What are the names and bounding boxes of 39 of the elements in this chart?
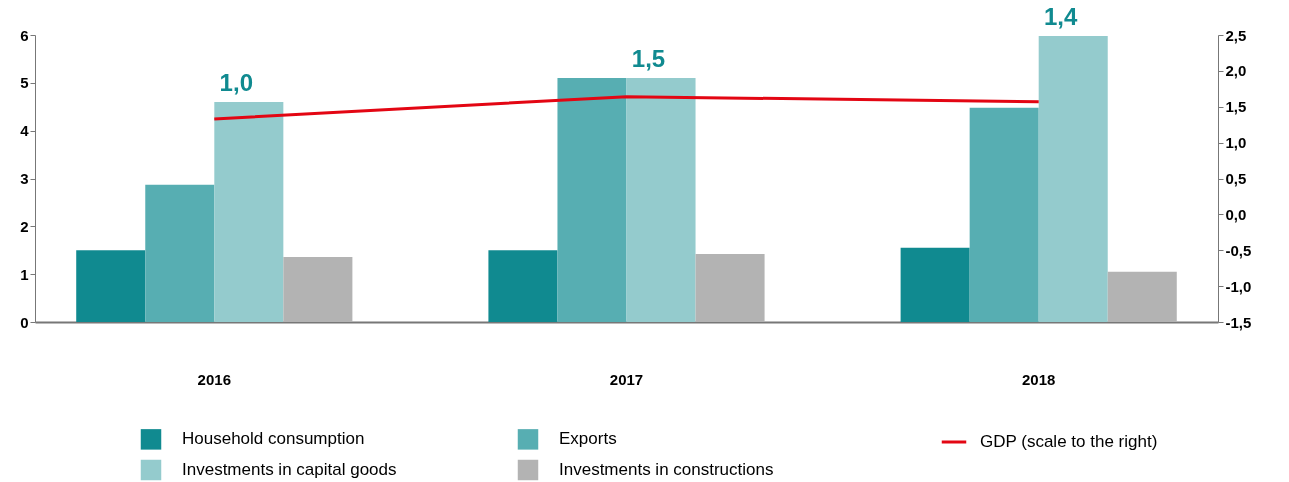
y-tick-label: 5 xyxy=(20,74,29,92)
legend-label: Investments in capital goods xyxy=(182,460,397,479)
bar xyxy=(969,107,1039,322)
y2-tick-label: 0,0 xyxy=(1225,205,1247,223)
y-tick-label: 4 xyxy=(20,122,30,140)
y-tick-label: 1 xyxy=(20,265,29,283)
x-tick-label: 2018 xyxy=(1022,370,1056,388)
x-tick-label: 2017 xyxy=(609,370,644,388)
annotation: 1,4 xyxy=(1044,2,1079,30)
y-tick-label: 3 xyxy=(20,170,29,187)
y2-tick-label: 2,0 xyxy=(1225,62,1247,80)
annotation: 1,0 xyxy=(219,68,253,96)
y2-tick-label: 1,0 xyxy=(1225,134,1247,152)
bar xyxy=(557,78,627,322)
y2-tick-label: -0,5 xyxy=(1225,241,1252,259)
bar xyxy=(900,247,970,322)
bar xyxy=(1107,271,1177,322)
annotation: 1,5 xyxy=(631,45,666,73)
bar xyxy=(488,250,558,322)
legend-label: Investments in constructions xyxy=(559,460,774,479)
y-tick-label: 0 xyxy=(20,313,29,331)
y2-tick-label: 0,5 xyxy=(1225,170,1247,187)
bar xyxy=(76,250,146,322)
y-tick-label: 2 xyxy=(20,217,29,235)
x-tick-label: 2016 xyxy=(197,370,231,388)
y2-tick-label: 2,5 xyxy=(1225,26,1247,44)
bar xyxy=(283,256,353,322)
bar xyxy=(626,78,696,322)
legend-label: Exports xyxy=(559,429,617,449)
bar xyxy=(145,184,215,322)
y2-tick-label: 1,5 xyxy=(1225,98,1247,116)
bar xyxy=(695,254,765,322)
y-tick-label: 6 xyxy=(20,26,29,44)
y2-tick-label: -1,5 xyxy=(1225,313,1252,331)
bar xyxy=(214,101,284,322)
legend-label: Household consumption xyxy=(182,429,365,449)
legend-label: GDP (scale to the right) xyxy=(980,432,1158,451)
bar xyxy=(1038,35,1108,322)
y2-tick-label: -1,0 xyxy=(1225,277,1252,295)
